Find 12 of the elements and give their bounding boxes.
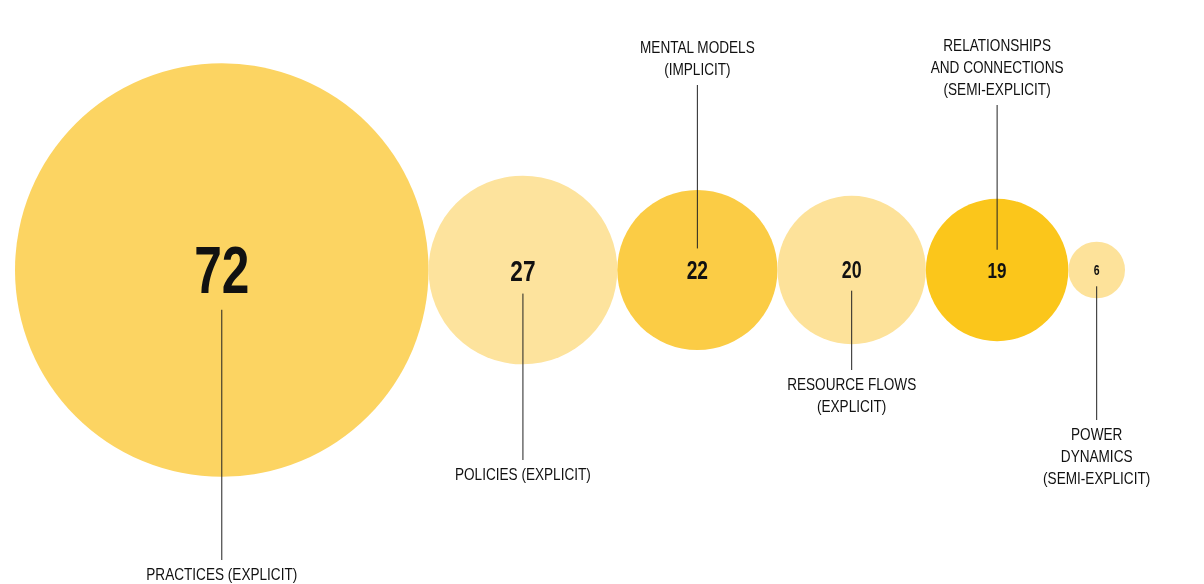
category-label: RESOURCE FLOWS (EXPLICIT) [787,375,917,416]
category-label: PRACTICES (EXPLICIT) [146,565,298,584]
data-label: 20 [841,256,862,283]
data-label: 22 [686,255,709,285]
data-label: 72 [194,233,250,307]
data-label: 6 [1093,262,1100,279]
data-label: 27 [510,253,536,288]
data-label: 19 [987,257,1007,283]
category-label: POLICIES (EXPLICIT) [455,465,591,484]
category-label: POWER DYNAMICS (SEMI-EXPLICIT) [1043,425,1151,488]
category-label: MENTAL MODELS (IMPLICIT) [640,38,755,79]
category-label: RELATIONSHIPS AND CONNECTIONS (SEMI-EXPLICIT) [930,36,1064,99]
